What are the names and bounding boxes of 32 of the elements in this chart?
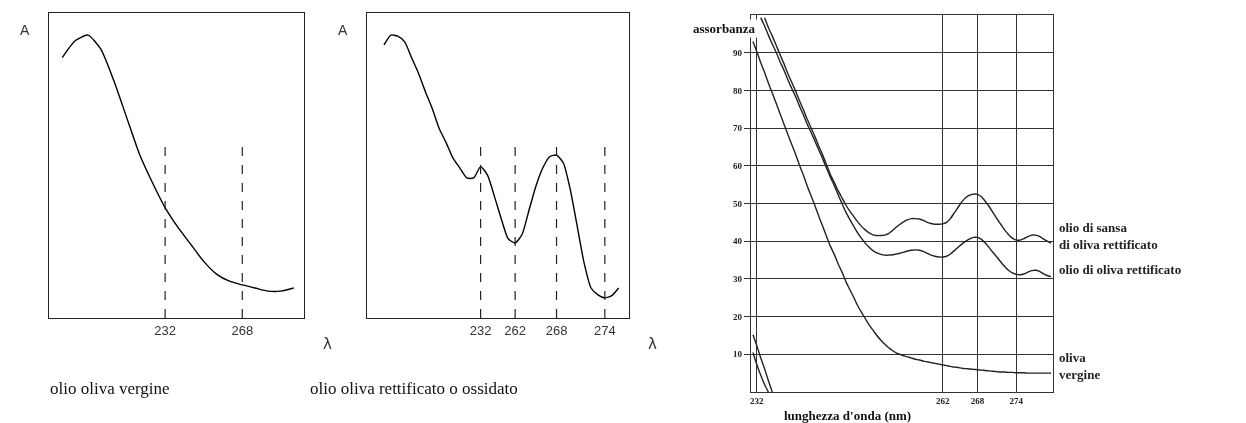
x-tick-label: 274 bbox=[1009, 396, 1024, 407]
y-tick-label: 80 bbox=[732, 85, 743, 96]
x-axis-title: lunghezza d'onda (nm) bbox=[784, 408, 912, 423]
y-tick-label: 30 bbox=[732, 274, 743, 285]
line-series bbox=[752, 351, 770, 392]
y-tick-label: 50 bbox=[732, 198, 743, 209]
x-tick-label: 232 bbox=[469, 322, 492, 338]
x-tick-label: 232 bbox=[750, 396, 765, 407]
y-tick-label: 60 bbox=[732, 160, 743, 171]
series-label: olio di sansa di oliva rettificato bbox=[1059, 220, 1158, 252]
x-tick-label: 268 bbox=[545, 322, 568, 338]
y-tick-label: 10 bbox=[732, 349, 743, 360]
series-label: oliva vergine bbox=[1059, 350, 1101, 382]
y-tick-label: 70 bbox=[732, 123, 743, 134]
x-axis-title: λ bbox=[323, 335, 332, 353]
x-tick-label: 274 bbox=[593, 322, 616, 338]
line-series bbox=[752, 334, 773, 392]
series-label: olio di oliva rettificato bbox=[1059, 262, 1182, 277]
x-tick-label: 232 bbox=[154, 322, 176, 338]
text: olio oliva rettificato o ossidato bbox=[310, 379, 518, 398]
y-tick-label: 90 bbox=[732, 47, 743, 58]
y-tick-label: 20 bbox=[732, 311, 743, 322]
x-axis-title: λ bbox=[648, 335, 657, 353]
y-axis-title: assorbanza bbox=[693, 21, 756, 36]
y-axis-title: A bbox=[338, 22, 348, 38]
y-axis-title: A bbox=[20, 22, 30, 38]
x-tick-label: 268 bbox=[231, 322, 254, 338]
x-tick-label: 262 bbox=[935, 396, 950, 407]
text: olio oliva vergine bbox=[50, 379, 170, 398]
x-tick-label: 268 bbox=[970, 396, 985, 407]
x-tick-label: 262 bbox=[504, 322, 526, 338]
y-tick-label: 40 bbox=[732, 236, 743, 247]
